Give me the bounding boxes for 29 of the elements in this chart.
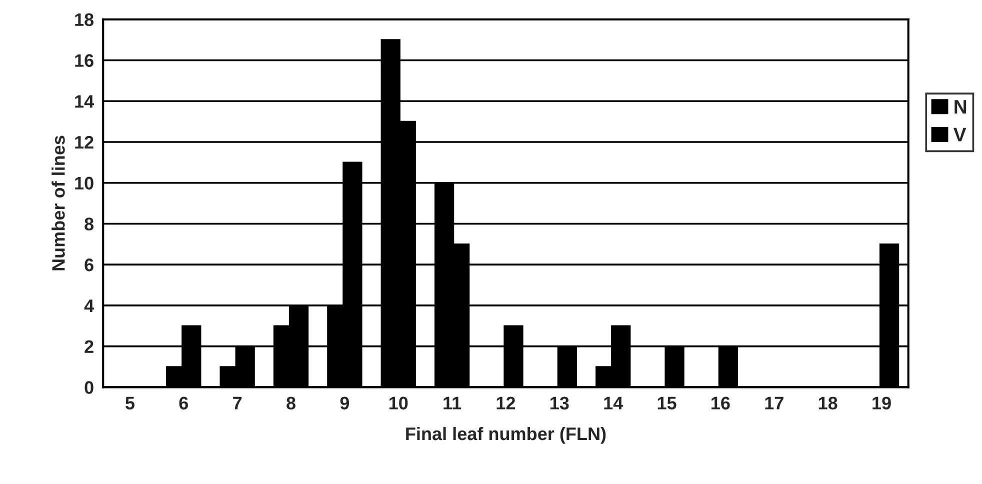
y-tick-label: 0 [84, 381, 94, 394]
y-axis-title: Number of lines [52, 136, 65, 270]
x-tick-label: 15 [658, 396, 676, 410]
legend-label: V [953, 128, 966, 142]
y-tick-label: 6 [84, 258, 94, 272]
x-tick-label: 16 [712, 396, 730, 410]
y-tick-label: 4 [84, 300, 94, 312]
y-tick-label: 12 [75, 136, 94, 149]
x-tick-label: 5 [125, 396, 134, 410]
x-tick-label: 18 [818, 396, 838, 410]
x-axis-title: Final leaf number (FLN) [406, 426, 606, 444]
x-tick-label: 11 [444, 396, 462, 410]
x-tick-label: 9 [340, 396, 350, 410]
x-tick-label: 14 [604, 396, 624, 410]
x-tick-label: 8 [286, 396, 296, 410]
y-tick-label: 2 [84, 340, 94, 353]
legend-label: N [954, 100, 966, 114]
x-tick-label: 10 [389, 396, 408, 410]
y-tick-label: 14 [75, 95, 94, 108]
y-tick-label: 16 [75, 54, 94, 67]
x-tick-label: 6 [179, 396, 188, 410]
x-tick-label: 17 [765, 396, 784, 410]
y-tick-label: 18 [75, 13, 94, 26]
x-tick-label: 13 [550, 396, 569, 410]
x-tick-label: 19 [872, 396, 891, 410]
y-tick-label: 10 [75, 176, 94, 190]
x-tick-label: 7 [233, 396, 242, 410]
x-tick-label: 12 [496, 396, 516, 410]
y-tick-label: 8 [84, 218, 94, 230]
